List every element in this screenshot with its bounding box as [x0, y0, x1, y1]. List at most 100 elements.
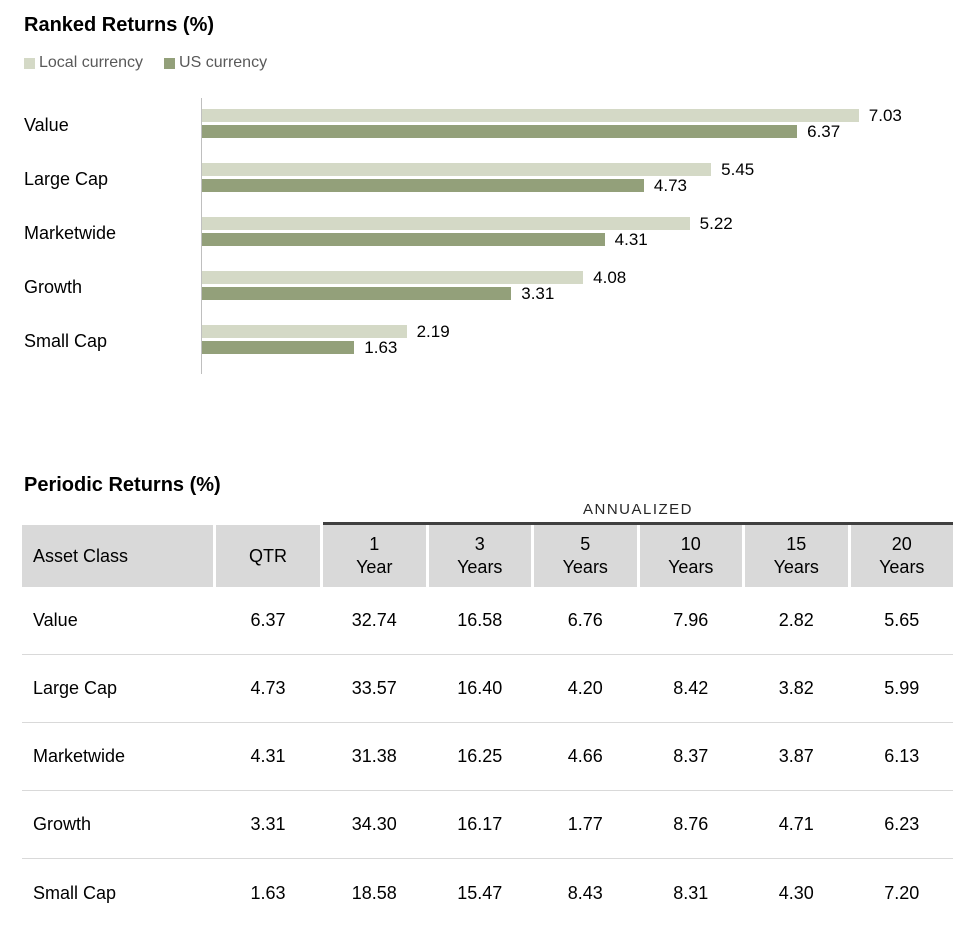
cell-asset-class: Small Cap: [33, 882, 117, 903]
chart-category-label-marketwide: Marketwide: [24, 222, 117, 243]
table-row-marketwide: Marketwide 4.31 31.38 16.25 4.66 8.37 3.87 6.13: [22, 723, 953, 791]
us-currency-bar-value: [202, 125, 798, 138]
chart-category-label-growth: Growth: [24, 276, 83, 297]
bar-value-label: 7.03: [868, 105, 902, 125]
cell-qtr: 4.73: [250, 678, 286, 698]
cell-annualized-0: 32.74: [351, 610, 397, 630]
bar-row: 1.63: [202, 338, 955, 357]
cell-annualized-4: 3.82: [778, 678, 814, 698]
us-currency-bar-marketwide: [202, 233, 605, 246]
cell-asset-class: Value: [33, 610, 78, 630]
bar-value-label: 5.22: [699, 213, 733, 233]
legend-item-local-currency: Local currency: [24, 54, 143, 72]
bar-row: 4.31: [202, 230, 955, 249]
chart-category-label-value: Value: [24, 114, 69, 135]
legend-label: US currency: [179, 54, 268, 71]
header-line: 1: [369, 534, 380, 554]
table-title: Periodic Returns (%): [24, 474, 221, 496]
bar-row: 5.45: [202, 160, 955, 179]
bar-group-growth: 4.08 3.31: [202, 260, 955, 314]
ranked-returns-chart: Value Large Cap Marketwide Growth Small Cap …: [22, 98, 955, 374]
cell-annualized-1: 16.25: [457, 746, 503, 766]
table-row-growth: Growth 3.31 34.30 16.17 1.77 8.76 4.71 6.23: [22, 791, 953, 859]
bar-row: 4.08: [202, 268, 955, 287]
cell-annualized-2: 4.66: [567, 746, 603, 766]
cell-annualized-0: 33.57: [351, 678, 397, 698]
cell-annualized-4: 4.30: [778, 882, 814, 903]
periodic-returns-section: Periodic Returns (%) ANNUALIZED Asset Cl…: [22, 474, 955, 927]
bar-group-large-cap: 5.45 4.73: [202, 152, 955, 206]
cell-annualized-1: 16.17: [457, 814, 503, 834]
cell-annualized-3: 8.42: [673, 678, 709, 698]
header-line: Years: [879, 557, 925, 577]
cell-qtr: 6.37: [250, 610, 286, 630]
table-row-large-cap: Large Cap 4.73 33.57 16.40 4.20 8.42 3.82 5.99: [22, 655, 953, 723]
cell-asset-class: Large Cap: [33, 678, 118, 698]
us-currency-bar-small-cap: [202, 341, 355, 354]
column-header-3-years: 3 Years: [428, 525, 531, 587]
cell-annualized-0: 34.30: [351, 814, 397, 834]
bar-group-marketwide: 5.22 4.31: [202, 206, 955, 260]
cell-qtr: 1.63: [250, 882, 286, 903]
header-line: Years: [457, 557, 503, 577]
bar-value-label: 4.31: [614, 229, 648, 249]
header-line: 3: [474, 534, 485, 554]
column-header-15-years: 15 Years: [745, 525, 848, 587]
local-currency-bar-value: [202, 109, 859, 122]
cell-annualized-0: 18.58: [351, 882, 397, 903]
cell-annualized-5: 5.99: [884, 678, 920, 698]
cell-annualized-2: 6.76: [567, 610, 603, 630]
cell-annualized-1: 15.47: [457, 882, 503, 903]
chart-category-label-small-cap: Small Cap: [24, 330, 108, 351]
header-line: 5: [580, 534, 591, 554]
column-header-10-years: 10 Years: [639, 525, 742, 587]
cell-annualized-3: 7.96: [673, 610, 709, 630]
bar-value-label: 2.19: [416, 321, 450, 341]
local-currency-bar-marketwide: [202, 217, 690, 230]
column-header-1-year: 1 Year: [323, 525, 426, 587]
header-line: Years: [562, 557, 608, 577]
bar-value-label: 3.31: [521, 283, 555, 303]
ranked-returns-section: Ranked Returns (%) Local currency US cur…: [22, 14, 955, 374]
bar-value-label: 4.08: [593, 267, 627, 287]
chart-category-labels: Value Large Cap Marketwide Growth Small Cap: [22, 98, 201, 374]
cell-annualized-0: 31.38: [351, 746, 397, 766]
cell-annualized-4: 2.82: [778, 610, 814, 630]
cell-annualized-4: 4.71: [778, 814, 814, 834]
us-currency-bar-large-cap: [202, 179, 644, 192]
cell-annualized-1: 16.40: [457, 678, 503, 698]
local-currency-bar-large-cap: [202, 163, 712, 176]
annualized-spacer: [22, 501, 320, 525]
table-row-value: Value 6.37 32.74 16.58 6.76 7.96 2.82 5.65: [22, 587, 953, 655]
table-header: ANNUALIZED Asset Class QTR 1 Year 3 Years 5 Y…: [22, 501, 953, 587]
periodic-returns-table: ANNUALIZED Asset Class QTR 1 Year 3 Years 5 Y…: [22, 501, 953, 927]
cell-asset-class: Growth: [33, 814, 92, 834]
cell-annualized-5: 6.23: [884, 814, 920, 834]
header-line: 15: [786, 534, 807, 554]
table-body: Value 6.37 32.74 16.58 6.76 7.96 2.82 5.65 Large…: [22, 587, 953, 927]
bar-row: 2.19: [202, 322, 955, 341]
column-header-qtr: QTR: [216, 525, 320, 587]
cell-annualized-2: 4.20: [567, 678, 603, 698]
cell-annualized-3: 8.31: [673, 882, 709, 903]
bar-row: 4.73: [202, 176, 955, 195]
bar-value-label: 5.45: [721, 159, 755, 179]
cell-annualized-2: 8.43: [567, 882, 603, 903]
legend-swatch-local-currency: [24, 57, 35, 69]
bar-value-label: 1.63: [364, 337, 398, 357]
chart-title: Ranked Returns (%): [24, 14, 215, 36]
cell-annualized-1: 16.58: [457, 610, 503, 630]
column-header-20-years: 20 Years: [850, 525, 953, 587]
cell-asset-class: Marketwide: [33, 746, 126, 766]
cell-annualized-3: 8.76: [673, 814, 709, 834]
bar-row: 3.31: [202, 284, 955, 303]
cell-annualized-2: 1.77: [567, 814, 603, 834]
header-line: 10: [680, 534, 701, 554]
cell-annualized-5: 6.13: [884, 746, 920, 766]
header-line: Years: [773, 557, 819, 577]
bar-value-label: 6.37: [807, 121, 841, 141]
table-row-small-cap: Small Cap 1.63 18.58 15.47 8.43 8.31 4.30 7.20: [22, 859, 953, 927]
cell-annualized-5: 5.65: [884, 610, 920, 630]
cell-qtr: 4.31: [250, 746, 286, 766]
